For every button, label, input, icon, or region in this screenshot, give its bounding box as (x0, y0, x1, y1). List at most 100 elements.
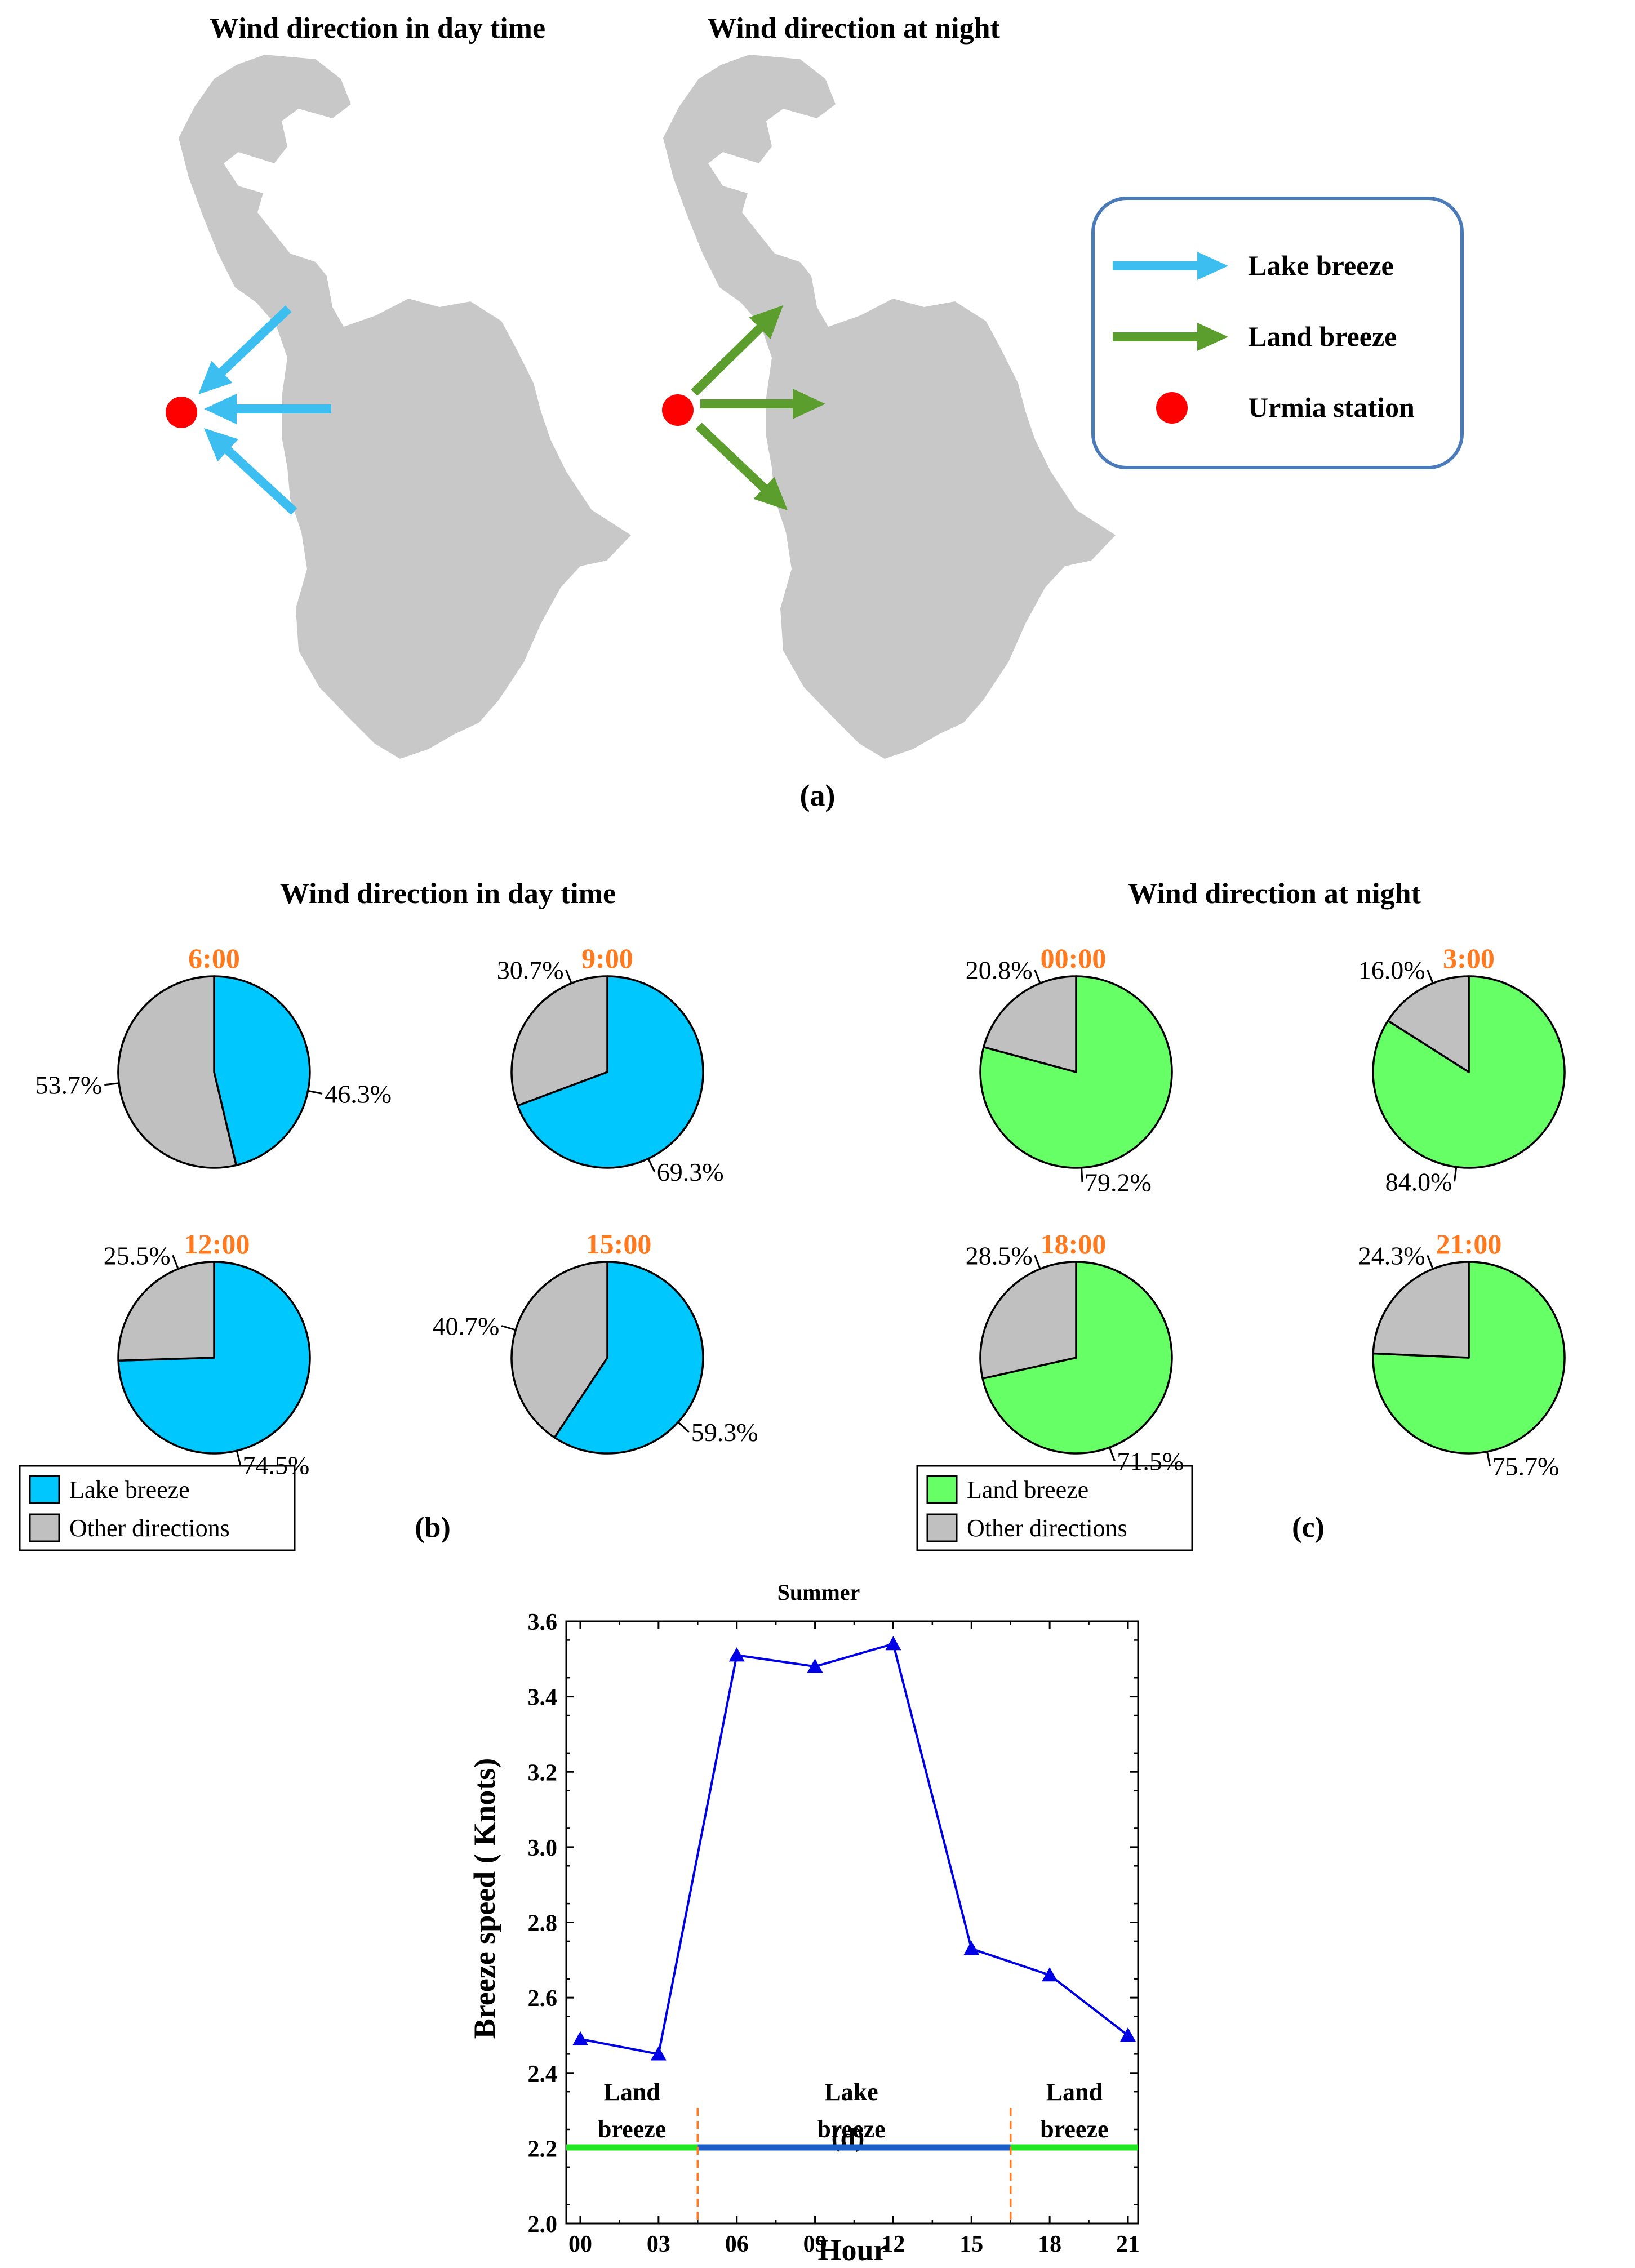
pie-hour-title: 6:00 (188, 942, 240, 974)
legend-land-breeze: Land breeze (1113, 321, 1397, 352)
y-tick-label: 3.4 (528, 1685, 558, 1711)
y-axis-ticks: 2.0 2.2 2.4 2.6 2.8 3.0 3.2 3.4 3.6 (528, 1609, 1138, 2238)
x-tick-label: 06 (725, 2231, 749, 2257)
y-tick-label: 2.8 (528, 1911, 558, 1937)
breeze-region-label: breeze (1040, 2115, 1108, 2143)
pie-slice-other (979, 1261, 1077, 1380)
x-axis-ticks: 00 03 06 09 12 15 18 21 (568, 1621, 1140, 2257)
pie-hour-title: 21:00 (1436, 1228, 1502, 1260)
y-tick-label: 3.0 (528, 1835, 558, 1861)
urmia-station-day (166, 397, 197, 428)
pie-label-breeze: 69.3% (657, 1158, 724, 1186)
data-point (1042, 1967, 1058, 1982)
y-tick-label: 2.4 (528, 2061, 558, 2087)
panel-a-label: (a) (800, 779, 836, 812)
land-breeze-arrow-east (700, 389, 825, 419)
pie-slice-breeze (517, 975, 704, 1169)
pie-label-other: 28.5% (966, 1241, 1033, 1270)
legend-lake-breeze: Lake breeze (1113, 250, 1394, 281)
legend-land-breeze-label: Land breeze (1248, 321, 1397, 352)
x-tick-label: 18 (1038, 2231, 1061, 2257)
panel-a: Wind direction in day time Wind directio… (166, 12, 1464, 812)
data-point (807, 1658, 823, 1673)
land-breeze-arrow-south (695, 423, 788, 510)
breeze-region-label: Land (1046, 2078, 1103, 2106)
pie-label-breeze: 75.7% (1492, 1452, 1560, 1480)
legend-urmia-station: Urmia station (1156, 392, 1415, 424)
pie-hour-title: 18:00 (1041, 1228, 1107, 1260)
pie-slice-other (1372, 1261, 1470, 1359)
x-tick-label: 03 (647, 2231, 670, 2257)
pie-label-other: 25.5% (104, 1241, 171, 1270)
lake-breeze-arrow-east (204, 394, 331, 424)
breeze-region-label: Land (603, 2078, 660, 2106)
line-chart-xlabel: Hour (818, 2233, 887, 2267)
y-tick-label: 2.2 (528, 2136, 558, 2162)
panel-d: Summer Hour Breeze speed ( Knots) (d) 2.… (468, 1580, 1140, 2267)
pie-hour-title: 12:00 (184, 1228, 250, 1260)
land-breeze-arrow-north (691, 305, 783, 396)
pie-3-00: 3:00 84.0% 16.0% (1358, 942, 1566, 1196)
data-point (1120, 2027, 1136, 2042)
legend-lake-breeze-label: Lake breeze (1248, 250, 1394, 281)
y-tick-label: 2.6 (528, 1986, 558, 2012)
land-breeze-arrows (691, 305, 825, 510)
pie-label-breeze: 59.3% (691, 1418, 758, 1447)
pie-label-other: 30.7% (497, 955, 564, 984)
pie-hour-title: 3:00 (1443, 942, 1495, 974)
legend-c: Land breeze Other directions (916, 1465, 1193, 1551)
pie-label-other: 24.3% (1358, 1241, 1425, 1270)
panel-a-title-day: Wind direction in day time (210, 12, 545, 45)
data-point (650, 2046, 667, 2061)
pie-slice-other (1387, 975, 1470, 1073)
data-point (728, 1647, 745, 1662)
legend-b: Lake breeze Other directions (19, 1465, 296, 1551)
legend-swatch-lake (29, 1475, 60, 1504)
panel-b: Wind direction in day time (b) Lake bree… (19, 878, 616, 1551)
legend-label-lake: Lake breeze (69, 1476, 190, 1504)
pie-15-00: 15:00 59.3% 40.7% (432, 1228, 758, 1455)
pie-12-00: 12:00 74.5% 25.5% (104, 1228, 311, 1479)
pie-slice-breeze (213, 975, 311, 1167)
pie-00-00: 00:00 79.2% 20.8% (966, 942, 1173, 1197)
pie-label-breeze: 74.5% (243, 1451, 310, 1479)
pie-slice-other (510, 1261, 608, 1439)
pie-label-other: 20.8% (966, 955, 1033, 984)
pie-slice-breeze (981, 1261, 1173, 1455)
x-tick-label: 15 (959, 2231, 983, 2257)
breeze-speed-line (580, 1642, 1129, 2056)
legend-label-land: Land breeze (967, 1476, 1088, 1504)
panel-b-title: Wind direction in day time (280, 878, 616, 910)
panel-b-label: (b) (415, 1511, 451, 1544)
pie-18-00: 18:00 71.5% 28.5% (966, 1228, 1184, 1476)
pie-9-00: 9:00 69.3% 30.7% (497, 942, 724, 1186)
x-tick-label: 12 (881, 2231, 905, 2257)
lake-breeze-arrow-south (204, 428, 297, 515)
lake-breeze-arrow-north (198, 305, 292, 394)
pie-label-breeze: 84.0% (1385, 1167, 1452, 1196)
breeze-region-label: breeze (817, 2115, 885, 2143)
pie-label-other: 40.7% (432, 1312, 499, 1341)
line-chart-ylabel: Breeze speed ( Knots) (468, 1758, 501, 2039)
pie-hour-title: 15:00 (586, 1228, 652, 1260)
x-tick-label: 21 (1116, 2231, 1140, 2257)
line-chart-title: Summer (777, 1580, 860, 1605)
pie-6-00: 6:00 46.3% 53.7% (35, 942, 392, 1169)
legend-swatch-other (926, 1513, 958, 1542)
data-point (885, 1636, 901, 1651)
pie-label-breeze: 79.2% (1085, 1168, 1152, 1197)
breeze-region-label: Lake (824, 2078, 878, 2106)
pie-label-breeze: 46.3% (325, 1080, 392, 1109)
panel-c-label: (c) (1292, 1511, 1325, 1544)
data-point (963, 1941, 980, 1955)
data-point (572, 2031, 588, 2045)
pie-slice-other (117, 975, 237, 1169)
pie-label-other: 16.0% (1358, 955, 1425, 984)
x-tick-label: 00 (568, 2231, 592, 2257)
panel-a-title-night: Wind direction at night (707, 12, 1000, 45)
y-tick-label: 2.0 (528, 2212, 558, 2238)
pie-slice-other (117, 1261, 215, 1362)
pie-charts: 6:00 46.3% 53.7% 9:00 69.3% 30.7% 12:00 74.5% 25… (35, 942, 1566, 1480)
legend-urmia-station-label: Urmia station (1248, 392, 1415, 423)
